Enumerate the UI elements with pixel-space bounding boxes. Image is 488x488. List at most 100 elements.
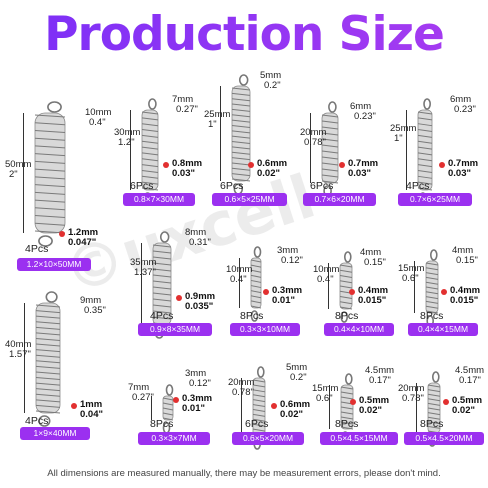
length-mm: 50mm [5, 159, 32, 170]
length-in: 0.27" [132, 392, 154, 403]
length-in: 1.37" [134, 267, 156, 278]
wire-pointer-dot [163, 162, 169, 168]
wire-pointer-dot [59, 231, 65, 237]
hook-diameter-mm: 3mm [277, 245, 299, 256]
hook-diameter-mm: 8mm [185, 227, 207, 238]
hook-diameter-mm: 6mm [350, 101, 372, 112]
length-mm: 20mm [398, 383, 425, 394]
spring-icon [252, 366, 266, 450]
length-mm: 15mm [312, 383, 339, 394]
spring-icon [34, 101, 66, 247]
wire-diameter-mm: 0.6mm [257, 158, 288, 169]
spec-badge: 0.4×4×10MM [324, 323, 394, 336]
hook-diameter-in: 0.12" [281, 255, 303, 266]
spring-image [224, 73, 258, 203]
wire-pointer-dot [439, 162, 445, 168]
wire-diameter-mm: 1.2mm [68, 227, 99, 238]
quantity-label: 6Pcs [130, 180, 154, 192]
length-mm: 20mm [228, 377, 255, 388]
length-in: 1" [394, 133, 403, 144]
wire-diameter-in: 0.02" [359, 405, 382, 416]
length-mm: 10mm [313, 264, 340, 275]
length-bracket [23, 113, 24, 233]
spec-badge: 0.6×5×20MM [232, 432, 304, 445]
quantity-label: 8Pcs [420, 418, 444, 430]
hook-diameter-in: 0.27" [176, 104, 198, 115]
length-in: 0.78" [304, 137, 326, 148]
quantity-label: 8Pcs [335, 418, 359, 430]
length-mm: 25mm [204, 109, 231, 120]
hook-diameter-mm: 10mm [85, 107, 112, 118]
hook-diameter-in: 0.15" [364, 257, 386, 268]
wire-pointer-dot [176, 295, 182, 301]
spring-icon [152, 231, 172, 339]
spring-icon [321, 101, 339, 197]
wire-diameter-mm: 0.9mm [185, 291, 216, 302]
quantity-label: 6Pcs [220, 180, 244, 192]
spring-image [314, 100, 346, 205]
spec-badge: 0.9×8×35MM [138, 323, 212, 336]
hook-diameter-in: 0.23" [354, 111, 376, 122]
wire-diameter-in: 0.015" [358, 295, 387, 306]
length-mm: 20mm [300, 127, 327, 138]
wire-diameter-mm: 0.7mm [348, 158, 379, 169]
spring-icon [417, 98, 433, 204]
spec-badge: 0.7×6×20MM [303, 193, 376, 206]
spec-badge: 0.4×4×15MM [408, 323, 478, 336]
hook-diameter-in: 0.12" [189, 378, 211, 389]
wire-diameter-mm: 0.4mm [450, 285, 481, 296]
spring-image [410, 97, 440, 212]
spring-icon [231, 74, 251, 195]
hook-diameter-in: 0.35" [84, 305, 106, 316]
spring-image [145, 230, 179, 347]
wire-diameter-mm: 0.3mm [272, 285, 303, 296]
wire-pointer-dot [173, 397, 179, 403]
spec-badge: 0.5×4.5×20MM [404, 432, 484, 445]
length-bracket [406, 110, 407, 190]
length-in: 0.4" [317, 274, 334, 285]
length-bracket [414, 261, 415, 313]
spring-icon [250, 246, 262, 322]
wire-pointer-dot [263, 289, 269, 295]
hook-diameter-in: 0.2" [290, 372, 307, 383]
length-mm: 30mm [114, 127, 141, 138]
spring-icon [425, 249, 439, 327]
spring-image [28, 290, 68, 435]
length-in: 0.6" [402, 273, 419, 284]
hook-diameter-mm: 5mm [260, 70, 282, 81]
wire-diameter-mm: 0.5mm [359, 395, 390, 406]
wire-diameter-in: 0.04" [80, 409, 103, 420]
hook-diameter-mm: 7mm [172, 94, 194, 105]
wire-diameter-in: 0.01" [182, 403, 205, 414]
quantity-label: 8Pcs [335, 310, 359, 322]
hook-diameter-mm: 4mm [452, 245, 474, 256]
hook-diameter-in: 0.23" [454, 104, 476, 115]
quantity-label: 4Pcs [150, 310, 174, 322]
length-mm: 7mm [128, 382, 150, 393]
hook-diameter-mm: 9mm [80, 295, 102, 306]
hook-diameter-mm: 4mm [360, 247, 382, 258]
length-bracket [416, 383, 417, 433]
hook-diameter-mm: 3mm [185, 368, 207, 379]
wire-diameter-in: 0.01" [272, 295, 295, 306]
quantity-label: 8Pcs [240, 310, 264, 322]
length-in: 1" [208, 119, 217, 130]
length-bracket [151, 396, 152, 420]
page-title: Production Size [0, 4, 488, 66]
length-bracket [329, 385, 330, 429]
quantity-label: 6Pcs [245, 418, 269, 430]
length-bracket [141, 243, 142, 325]
spec-badge: 0.3×3×7MM [138, 432, 210, 445]
wire-diameter-mm: 0.8mm [172, 158, 203, 169]
wire-diameter-in: 0.03" [172, 168, 195, 179]
wire-diameter-mm: 0.5mm [452, 395, 483, 406]
wire-diameter-in: 0.02" [452, 405, 475, 416]
wire-diameter-mm: 0.6mm [280, 399, 311, 410]
length-in: 0.6" [316, 393, 333, 404]
wire-diameter-mm: 0.4mm [358, 285, 389, 296]
hook-diameter-mm: 4.5mm [455, 365, 485, 376]
quantity-label: 4Pcs [25, 415, 49, 427]
spec-badge: 0.6×5×25MM [212, 193, 287, 206]
spec-badge: 0.5×4.5×15MM [320, 432, 398, 445]
wire-diameter-mm: 1mm [80, 399, 103, 410]
